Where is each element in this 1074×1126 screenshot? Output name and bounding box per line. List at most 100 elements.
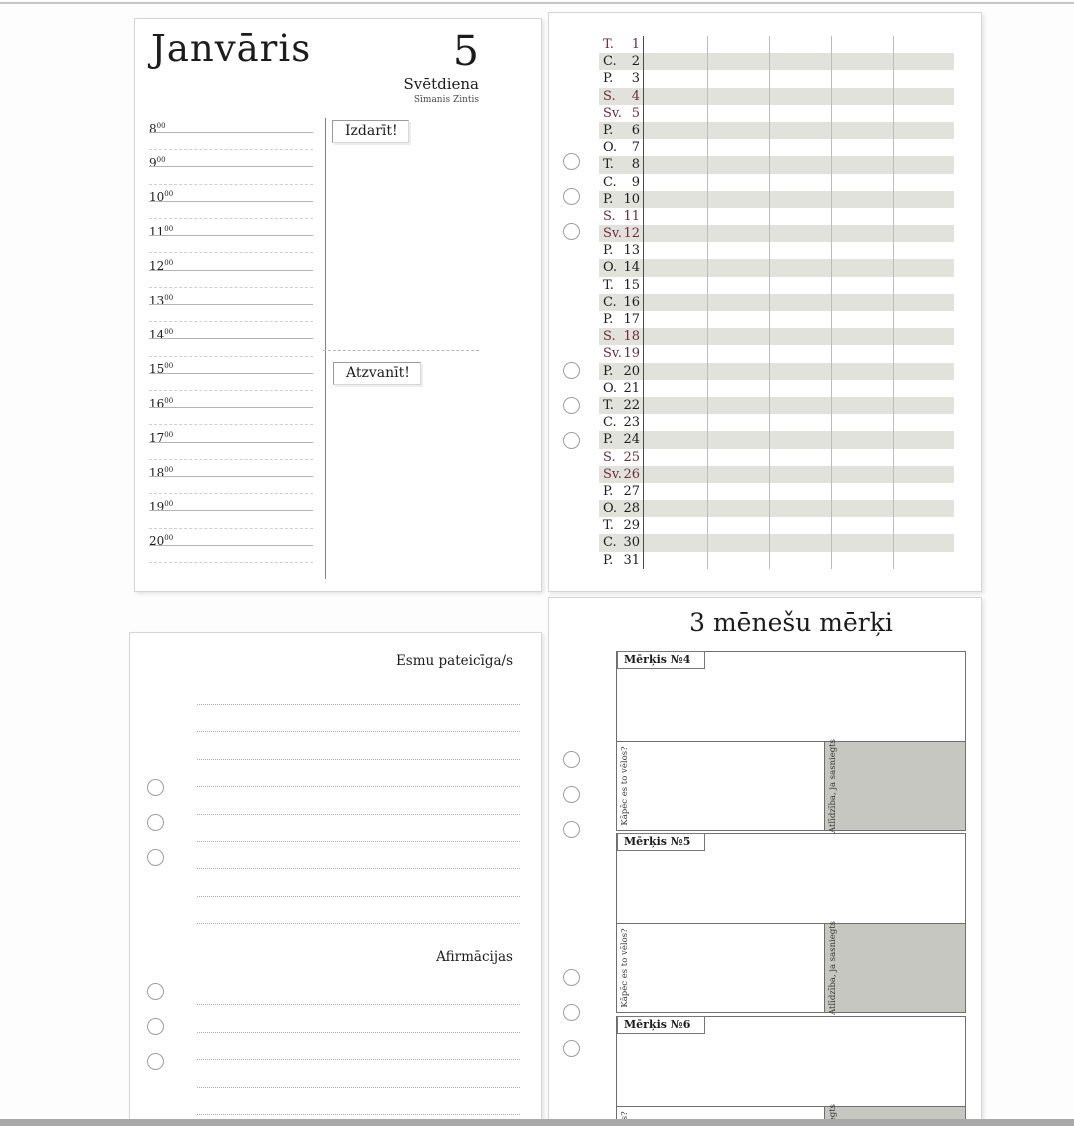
hour-label: 900 bbox=[149, 155, 166, 170]
day-note-cell bbox=[770, 379, 832, 397]
half-hour-line bbox=[149, 252, 313, 254]
day-note-cell bbox=[644, 276, 708, 294]
hour-label: 1600 bbox=[149, 396, 174, 411]
weekday-abbr: P. bbox=[603, 552, 614, 568]
day-header: 5 Svētdiena Sīmanis Zintis bbox=[403, 31, 479, 106]
month-day-row: C. 30 bbox=[599, 534, 954, 552]
goal-reward-cell: Atlīdzība, ja sasniegts bbox=[824, 738, 965, 834]
weekday-abbr: P. bbox=[603, 312, 614, 327]
day-note-cell bbox=[770, 70, 832, 88]
writing-line bbox=[197, 813, 520, 815]
goal-reward-label: Atlīdzība, ja sasniegts bbox=[828, 738, 838, 834]
weekday-abbr: Sv. bbox=[603, 466, 622, 482]
half-hour-line bbox=[149, 183, 313, 185]
writing-line bbox=[197, 841, 520, 842]
day-note-cell bbox=[644, 448, 708, 466]
weekday-abbr: Sv. bbox=[603, 346, 622, 362]
day-note-cell bbox=[770, 87, 832, 105]
goals-title: 3 mēnešu mērķi bbox=[689, 608, 893, 637]
day-note-cell bbox=[770, 156, 832, 174]
day-note-cell bbox=[708, 36, 770, 54]
month-grid: T. 1 C. 2 P. 3 S. 4 Sv. 5 P. 6 O. 7 T. 8 C. 9 P. 10 S. 11 Sv. 1… bbox=[599, 36, 954, 569]
month-day-row: P. 13 bbox=[599, 242, 954, 260]
day-note-cell bbox=[644, 379, 708, 397]
day-note-cell bbox=[832, 173, 894, 191]
day-number: 7 bbox=[631, 140, 640, 156]
day-note-cell bbox=[894, 70, 954, 87]
day-label-cell: S. 4 bbox=[599, 87, 644, 105]
day-note-cell bbox=[894, 431, 954, 448]
binder-hole bbox=[563, 397, 580, 414]
weekday-abbr: P. bbox=[603, 363, 614, 379]
day-label-cell: C. 9 bbox=[599, 173, 644, 191]
month-day-row: P. 20 bbox=[599, 362, 954, 380]
day-number: 25 bbox=[623, 449, 640, 465]
day-number: 8 bbox=[631, 157, 640, 173]
month-day-row: Sv. 19 bbox=[599, 345, 954, 363]
day-note-cell bbox=[770, 345, 832, 363]
goal-detail-strip: Kāpēc es to vēlos? Atlīdzība, ja sasniegt… bbox=[617, 738, 965, 834]
day-note-cell bbox=[644, 207, 708, 226]
day-label-cell: S. 11 bbox=[599, 207, 644, 226]
callback-label: Atzvanīt! bbox=[333, 362, 421, 385]
binder-hole bbox=[147, 814, 164, 831]
month-day-row: C. 9 bbox=[599, 173, 954, 191]
day-note-cell bbox=[644, 311, 708, 329]
day-note-cell bbox=[894, 139, 954, 156]
writing-line bbox=[197, 704, 520, 705]
half-hour-line bbox=[149, 458, 313, 460]
day-note-cell bbox=[832, 139, 894, 157]
day-note-cell bbox=[894, 174, 954, 191]
window-bottom-border bbox=[0, 1119, 1074, 1126]
weekday-abbr: O. bbox=[603, 140, 618, 156]
day-note-cell bbox=[708, 500, 770, 518]
month-day-row: T. 15 bbox=[599, 276, 954, 294]
day-note-cell bbox=[770, 173, 832, 191]
half-hour-line bbox=[149, 218, 313, 219]
goal-why-cell: Kāpēc es to vēlos? bbox=[617, 742, 824, 830]
day-label-cell: P. 10 bbox=[599, 190, 644, 208]
day-label-cell: Sv. 12 bbox=[599, 225, 644, 243]
month-day-row: T. 29 bbox=[599, 517, 954, 535]
hour-label: 1100 bbox=[149, 224, 174, 239]
hour-label: 1400 bbox=[149, 327, 174, 342]
binder-hole bbox=[147, 849, 164, 866]
monthly-page: T. 1 C. 2 P. 3 S. 4 Sv. 5 P. 6 O. 7 T. 8 C. 9 P. 10 S. 11 Sv. 1… bbox=[548, 12, 982, 592]
day-note-cell bbox=[708, 207, 770, 226]
binder-hole bbox=[147, 1053, 164, 1070]
day-note-cell bbox=[708, 465, 770, 483]
binder-hole bbox=[563, 223, 580, 240]
month-day-row: Sv. 12 bbox=[599, 225, 954, 243]
day-note-cell bbox=[708, 345, 770, 363]
goal-reward-cell: Atlīdzība, ja sasniegts bbox=[824, 921, 965, 1015]
month-day-row: T. 22 bbox=[599, 396, 954, 415]
binder-hole bbox=[563, 751, 580, 768]
day-number: 24 bbox=[623, 432, 640, 448]
hour-line bbox=[149, 407, 313, 409]
weekday-abbr: C. bbox=[603, 174, 617, 190]
day-note-cell bbox=[770, 53, 832, 71]
day-number: 20 bbox=[623, 363, 640, 379]
day-number: 30 bbox=[623, 535, 640, 551]
day-note-cell bbox=[894, 363, 954, 380]
day-note-cell bbox=[708, 104, 770, 122]
day-note-cell bbox=[770, 482, 832, 501]
day-number: 9 bbox=[631, 174, 640, 190]
day-note-cell bbox=[708, 379, 770, 397]
day-note-cell bbox=[832, 53, 894, 71]
gratitude-page: Esmu pateicīga/s Afirmācijas bbox=[129, 632, 542, 1126]
day-note-cell bbox=[832, 362, 894, 380]
day-number: 4 bbox=[631, 88, 640, 104]
month-day-row: C. 2 bbox=[599, 53, 954, 71]
month-day-row: P. 27 bbox=[599, 482, 954, 501]
day-note-cell bbox=[708, 328, 770, 346]
day-label-cell: P. 27 bbox=[599, 482, 644, 501]
day-number: 10 bbox=[623, 191, 640, 207]
day-note-cell bbox=[708, 87, 770, 105]
hour-line bbox=[149, 166, 313, 168]
weekday-abbr: S. bbox=[603, 88, 616, 104]
day-note-cell bbox=[708, 414, 770, 432]
half-hour-line bbox=[149, 286, 313, 288]
goal-box: Mērķis №5 Kāpēc es to vēlos? Atlīdzība, ja… bbox=[616, 833, 966, 1015]
